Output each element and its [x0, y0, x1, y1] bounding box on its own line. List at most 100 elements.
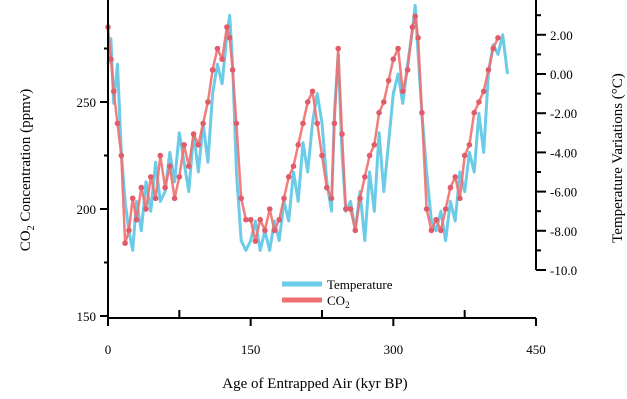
co2-point	[490, 45, 497, 52]
co2-point	[214, 45, 221, 52]
co2-point	[276, 216, 283, 223]
co2-point	[447, 184, 454, 191]
co2-point	[461, 152, 468, 159]
co2-point	[381, 99, 387, 105]
x-axis-title: Age of Entrapped Air (kyr BP)	[222, 376, 407, 392]
co2-point	[209, 67, 216, 73]
co2-point	[148, 174, 154, 180]
co2-point	[295, 142, 302, 148]
co2-point	[409, 24, 416, 30]
right-tick-label: -6.00	[550, 185, 577, 200]
right-tick-label: -4.00	[550, 145, 577, 160]
co2-point	[324, 184, 330, 191]
co2-point	[485, 67, 492, 73]
co2-point	[219, 56, 225, 62]
right-tick-label: -8.00	[550, 224, 577, 239]
co2-point	[126, 227, 132, 234]
co2-point	[190, 131, 197, 137]
co2-point	[300, 120, 306, 127]
co2-point	[495, 35, 501, 41]
co2-point	[285, 174, 292, 180]
left-axis-title: CO2 Concentration (ppmv)	[18, 89, 37, 251]
co2-point	[247, 216, 254, 223]
co2-point	[243, 216, 249, 223]
co2-point	[229, 67, 236, 73]
co2-point	[376, 109, 382, 116]
co2-point	[257, 216, 264, 223]
co2-point	[226, 35, 233, 41]
co2-point	[271, 227, 278, 234]
co2-point	[371, 142, 378, 148]
co2-point	[385, 77, 392, 84]
co2-point	[412, 13, 419, 20]
co2-point	[347, 206, 354, 212]
co2-point	[290, 163, 297, 169]
right-tick-label: -2.00	[550, 106, 577, 121]
co2-point	[471, 109, 478, 116]
co2-point	[466, 142, 473, 148]
co2-point	[357, 195, 363, 202]
co2-point	[118, 152, 125, 159]
right-tick-label: 2.00	[550, 28, 573, 43]
co2-point	[108, 56, 114, 62]
plot-lines	[105, 3, 509, 252]
co2-point	[200, 120, 206, 127]
co2-point	[309, 88, 316, 95]
co2-point	[400, 88, 406, 95]
co2-point	[352, 227, 359, 234]
co2-point	[339, 131, 345, 137]
co2-point	[415, 35, 421, 41]
co2-point	[205, 99, 211, 105]
co2-point	[480, 88, 487, 95]
co2-point	[428, 227, 435, 234]
temperature-series-line	[106, 3, 509, 252]
co2-point	[457, 195, 463, 202]
left-tick-label: 250	[77, 95, 97, 110]
co2-point	[452, 174, 459, 180]
right-tick-label: -10.0	[550, 263, 577, 278]
co2-point	[438, 227, 444, 234]
co2-point	[162, 184, 168, 191]
co2-point	[129, 195, 136, 202]
co2-point	[423, 206, 430, 212]
right-axis-title: Temperature Variations (°C)	[610, 73, 626, 243]
ticks: 0 150 300 450 150 200 250 2.00 0.00 -2.00 -4.00 -6.…	[77, 14, 577, 357]
co2-point	[167, 163, 173, 169]
x-tick-label: 450	[526, 342, 546, 357]
co2-point	[157, 152, 164, 159]
co2-point	[122, 240, 128, 246]
co2-point	[390, 56, 397, 62]
co2-point	[362, 174, 368, 180]
legend-co2-label: CO2	[327, 293, 350, 310]
co2-point	[181, 142, 187, 148]
co2-point	[304, 99, 311, 105]
co2-point	[143, 206, 149, 212]
co2-point	[110, 88, 117, 95]
co2-point	[366, 152, 373, 159]
legend: Temperature CO2	[282, 277, 393, 310]
co2-point	[314, 120, 321, 127]
co2-series-line	[106, 15, 500, 245]
left-tick-label: 200	[77, 202, 97, 217]
co2-point	[152, 195, 159, 202]
co2-point	[328, 195, 335, 202]
co2-point	[419, 109, 425, 116]
co2-point	[233, 120, 240, 127]
co2-point	[319, 152, 325, 159]
co2-point	[186, 163, 192, 169]
left-axis-title-main: CO	[18, 230, 34, 251]
co2-point	[281, 195, 287, 202]
co2-point	[395, 45, 401, 52]
left-axis-title-sub: 2	[26, 225, 37, 230]
x-tick-label: 150	[241, 342, 261, 357]
co2-point	[433, 216, 439, 223]
co2-point	[252, 238, 259, 244]
co2-point	[331, 120, 338, 127]
co2-point	[404, 67, 411, 73]
left-tick-label: 150	[77, 309, 97, 324]
co2-point	[138, 184, 145, 191]
co2-point	[262, 227, 268, 234]
co2-point	[195, 142, 202, 148]
